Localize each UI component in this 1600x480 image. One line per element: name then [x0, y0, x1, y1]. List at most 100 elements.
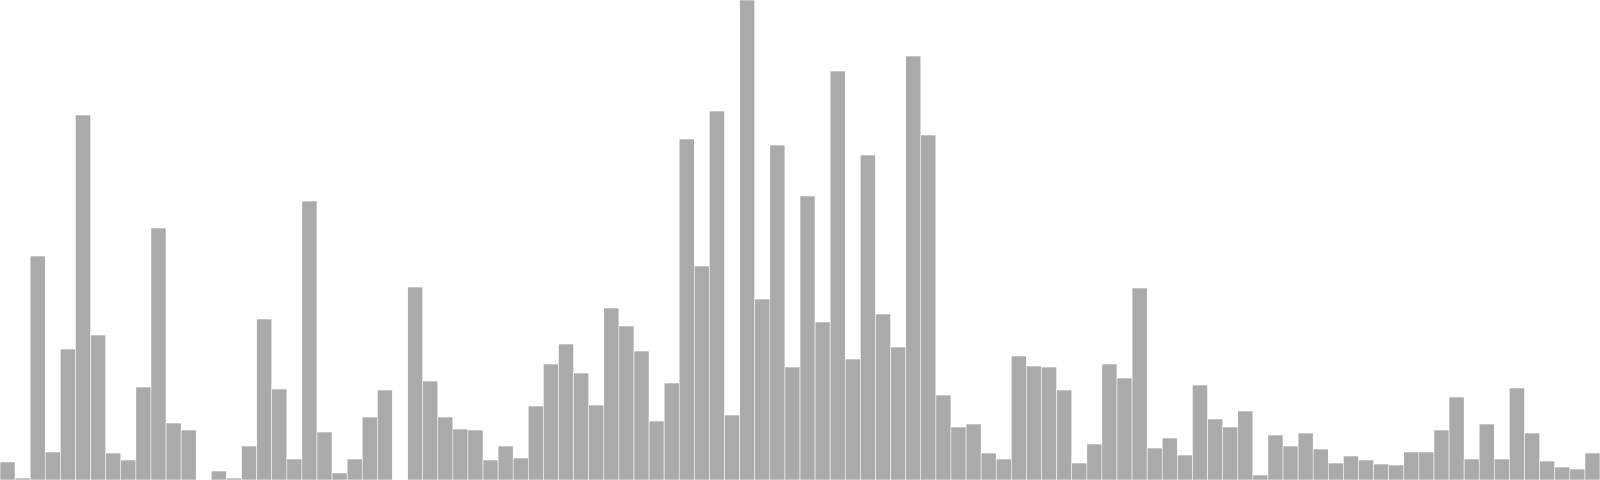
bar-38: [573, 372, 589, 480]
bar-42: [633, 350, 650, 480]
bar-10: [150, 227, 167, 480]
bar-63: [950, 426, 967, 480]
bar-36: [543, 363, 559, 480]
bar-76: [1146, 447, 1163, 480]
bar-6: [90, 334, 106, 480]
bar-105: [1584, 452, 1600, 480]
bar-78: [1177, 454, 1193, 480]
bar-30: [452, 428, 469, 480]
bar-60: [905, 55, 922, 480]
bar-8: [120, 459, 137, 480]
bar-55: [829, 70, 846, 480]
bar-31: [467, 429, 484, 480]
bar-24: [361, 416, 378, 480]
bar-14: [211, 470, 227, 480]
bar-41: [618, 325, 635, 480]
bar-51: [769, 144, 786, 480]
bar-16: [241, 445, 257, 480]
bar-53: [799, 195, 816, 480]
bar-19: [286, 458, 303, 480]
bar-39: [588, 404, 605, 480]
bar-91: [1373, 463, 1389, 480]
bar-104: [1569, 468, 1586, 480]
bar-48: [724, 414, 740, 480]
bar-57: [860, 154, 876, 480]
bar-67: [1011, 355, 1027, 480]
bar-95: [1433, 429, 1450, 480]
bar-27: [407, 286, 423, 480]
bar-7: [105, 452, 122, 480]
bar-56: [844, 358, 861, 480]
bar-99: [1494, 458, 1510, 480]
bar-102: [1539, 460, 1556, 480]
bar-29: [437, 416, 454, 480]
bar-86: [1297, 432, 1314, 480]
bar-82: [1237, 410, 1254, 480]
bar-33: [497, 445, 514, 480]
bar-71: [1071, 462, 1088, 480]
bar-9: [135, 386, 152, 480]
bar-100: [1509, 387, 1525, 480]
bar-74: [1116, 377, 1133, 480]
bar-73: [1101, 363, 1118, 480]
bar-64: [965, 423, 982, 480]
bar-89: [1343, 455, 1359, 480]
bar-49: [739, 0, 756, 480]
bar-69: [1041, 366, 1057, 480]
bar-75: [1131, 287, 1148, 480]
bar-37: [558, 343, 574, 480]
bar-87: [1312, 448, 1329, 480]
bar-20: [301, 200, 318, 480]
bar-77: [1161, 437, 1178, 480]
bar-90: [1358, 459, 1374, 480]
bar-32: [482, 459, 499, 480]
bar-94: [1418, 451, 1435, 480]
bar-96: [1448, 396, 1465, 480]
bar-62: [935, 394, 952, 480]
bar-58: [875, 313, 891, 480]
bar-65: [980, 452, 997, 480]
bar-11: [165, 422, 182, 480]
bar-68: [1026, 365, 1042, 480]
bar-3: [44, 451, 61, 480]
bar-2: [29, 255, 46, 480]
bar-18: [271, 388, 288, 480]
bar-0: [0, 461, 16, 480]
bar-40: [603, 307, 620, 480]
bar-97: [1463, 458, 1480, 480]
bar-84: [1267, 434, 1284, 480]
bar-4: [60, 348, 76, 480]
bar-79: [1192, 384, 1208, 480]
bar-54: [814, 321, 831, 480]
bar-70: [1056, 389, 1072, 480]
bar-45: [678, 138, 695, 480]
bar-92: [1388, 464, 1405, 480]
bar-83: [1252, 474, 1269, 480]
bar-44: [663, 382, 680, 480]
bar-46: [694, 265, 710, 480]
bar-35: [527, 405, 544, 480]
bar-66: [995, 458, 1012, 480]
bar-50: [754, 298, 771, 480]
bar-72: [1086, 443, 1103, 480]
bar-5: [75, 114, 91, 480]
bar-23: [346, 458, 363, 480]
bar-17: [256, 318, 272, 480]
bar-22: [331, 472, 348, 480]
bar-81: [1222, 426, 1239, 480]
bar-103: [1554, 466, 1571, 480]
bar-101: [1524, 432, 1540, 480]
bar-12: [180, 429, 197, 480]
bar-59: [890, 346, 906, 480]
bar-98: [1478, 423, 1495, 480]
bar-28: [422, 380, 439, 480]
bar-25: [377, 389, 393, 480]
bar-80: [1207, 418, 1223, 480]
bar-88: [1328, 462, 1344, 480]
bar-21: [316, 431, 333, 480]
bar-52: [784, 366, 801, 480]
bar-34: [512, 457, 529, 480]
bar-61: [920, 134, 937, 480]
